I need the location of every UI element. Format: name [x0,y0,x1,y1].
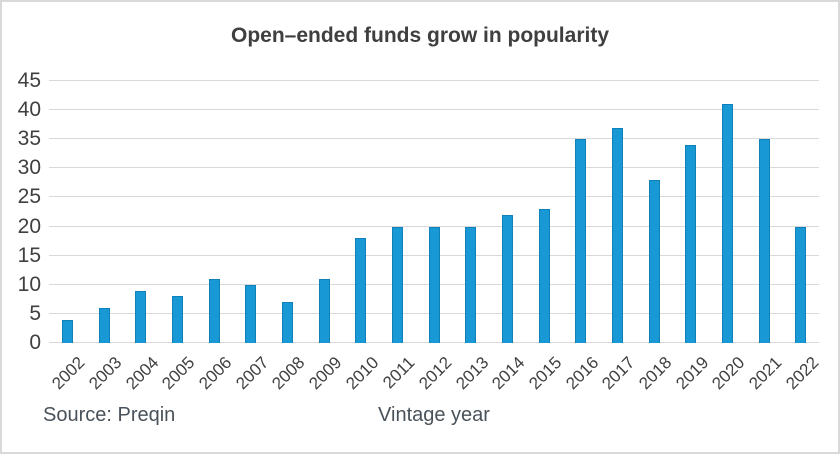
source-note: Source: Preqin [43,404,176,426]
bar-2012 [428,226,440,343]
bar-2021 [758,139,770,343]
bar-2020 [721,104,733,343]
y-tick-label-35: 35 [17,127,41,151]
y-tick-label-20: 20 [17,214,41,238]
bar-2011 [391,226,403,343]
y-tick-label-30: 30 [17,156,41,180]
y-tick-label-5: 5 [29,301,41,325]
gridline-30 [49,167,819,169]
bar-2004 [135,290,147,343]
y-tick-label-0: 0 [29,331,41,354]
bar-2014 [501,214,513,343]
plot-area [49,80,819,343]
bar-2007 [245,284,257,343]
bar-2022 [795,226,807,343]
bar-2003 [98,308,110,343]
chart-title: Open–ended funds grow in popularity [230,24,609,47]
bar-2016 [575,139,587,343]
x-axis-title: Vintage year [378,404,490,426]
bar-2017 [611,127,623,343]
gridline-40 [49,109,819,111]
gridline-35 [49,138,819,140]
y-tick-label-45: 45 [17,69,41,92]
bar-2005 [171,296,183,343]
y-tick-label-10: 10 [17,272,41,296]
y-tick-label-15: 15 [17,243,41,267]
bar-2019 [685,145,697,343]
bar-2018 [648,179,660,343]
gridline-20 [49,225,819,227]
gridline-25 [49,196,819,198]
gridline-45 [49,80,819,81]
bar-2009 [318,278,330,343]
y-tick-label-40: 40 [17,98,41,122]
bar-2008 [281,302,293,343]
bar-2010 [355,238,367,343]
bar-2006 [208,278,220,343]
bar-2013 [465,226,477,343]
bar-2015 [538,209,550,343]
bar-2002 [61,319,73,343]
y-tick-label-25: 25 [17,185,41,209]
